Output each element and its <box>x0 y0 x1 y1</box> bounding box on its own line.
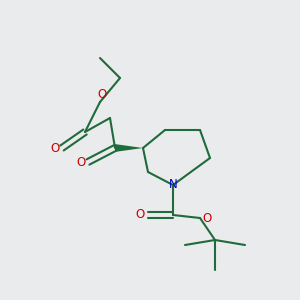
Text: O: O <box>50 142 59 154</box>
Text: O: O <box>136 208 145 221</box>
Text: O: O <box>77 155 86 169</box>
Polygon shape <box>115 144 143 152</box>
Text: O: O <box>202 212 211 224</box>
Text: O: O <box>98 88 107 101</box>
Text: N: N <box>169 178 177 191</box>
